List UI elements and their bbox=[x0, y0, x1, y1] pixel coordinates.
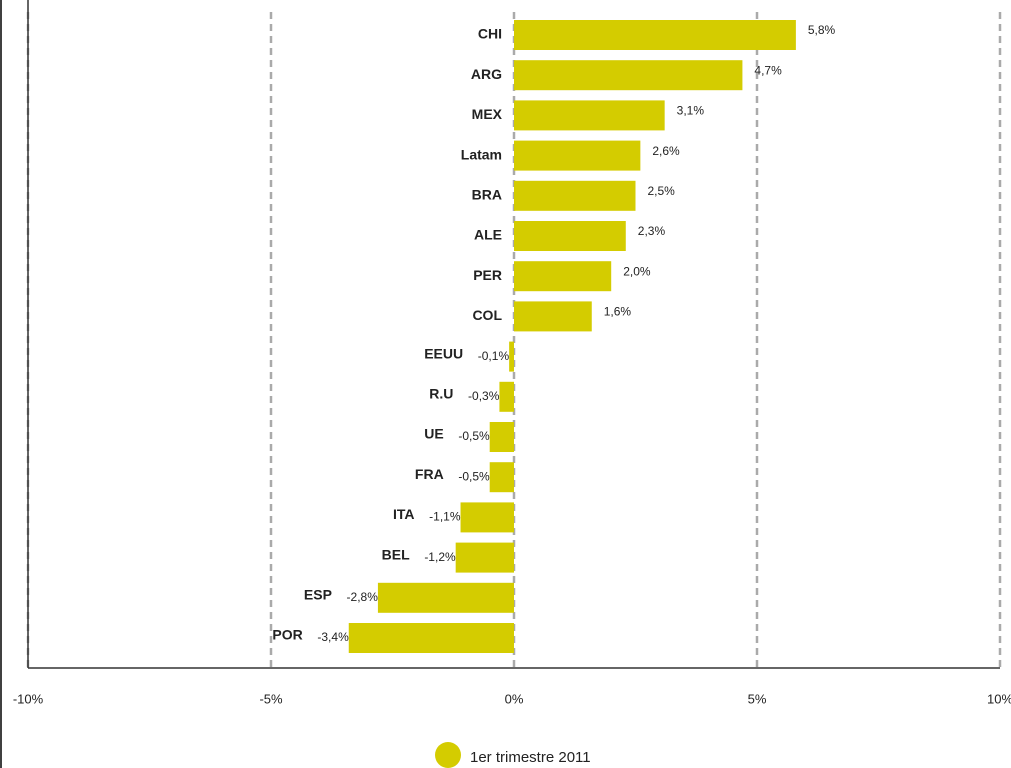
value-label: 2,6% bbox=[652, 144, 680, 158]
x-tick-label: -5% bbox=[259, 691, 283, 706]
value-label: -0,1% bbox=[478, 349, 510, 363]
bar bbox=[489, 422, 514, 452]
bar bbox=[489, 462, 514, 493]
value-label: 3,1% bbox=[677, 104, 705, 118]
category-label: BRA bbox=[472, 187, 502, 203]
bar bbox=[514, 20, 796, 50]
bar bbox=[514, 60, 743, 91]
bar bbox=[377, 582, 514, 613]
category-label: Latam bbox=[461, 146, 502, 162]
value-label: 2,0% bbox=[623, 264, 651, 278]
value-label: -1,1% bbox=[429, 510, 461, 524]
category-label: ARG bbox=[471, 66, 502, 82]
bar bbox=[514, 140, 641, 171]
bar bbox=[514, 180, 636, 211]
category-label: ESP bbox=[304, 587, 332, 603]
category-label: BEL bbox=[382, 546, 410, 562]
bar bbox=[514, 261, 612, 292]
bar bbox=[455, 542, 514, 573]
legend-swatch bbox=[435, 742, 461, 768]
value-label: 2,3% bbox=[638, 224, 666, 238]
category-label: CHI bbox=[478, 26, 502, 42]
value-label: 1,6% bbox=[604, 305, 632, 319]
value-label: -0,5% bbox=[458, 469, 490, 483]
category-label: PER bbox=[473, 267, 502, 283]
bar bbox=[509, 341, 514, 372]
category-label: UE bbox=[424, 426, 443, 442]
x-tick-label: 10% bbox=[987, 691, 1011, 706]
category-label: ITA bbox=[393, 506, 415, 522]
value-label: -0,3% bbox=[468, 389, 500, 403]
category-label: MEX bbox=[472, 106, 503, 122]
bar bbox=[499, 381, 514, 412]
category-label: COL bbox=[472, 307, 502, 323]
value-label: 4,7% bbox=[754, 63, 782, 77]
bar bbox=[348, 623, 514, 653]
x-tick-label: 5% bbox=[748, 691, 767, 706]
value-label: -1,2% bbox=[424, 550, 456, 564]
category-label: ALE bbox=[474, 227, 502, 243]
x-tick-label: -10% bbox=[13, 691, 44, 706]
value-label: 5,8% bbox=[808, 23, 836, 37]
category-label: EEUU bbox=[424, 345, 463, 361]
category-label: POR bbox=[272, 627, 302, 643]
bar bbox=[460, 502, 514, 533]
category-label: R.U bbox=[429, 386, 453, 402]
value-label: -3,4% bbox=[317, 630, 349, 644]
value-label: -2,8% bbox=[347, 590, 379, 604]
x-tick-label: 0% bbox=[505, 691, 524, 706]
bar bbox=[514, 301, 592, 332]
value-label: 2,5% bbox=[648, 184, 676, 198]
category-label: FRA bbox=[415, 466, 444, 482]
value-label: -0,5% bbox=[458, 429, 490, 443]
legend-label: 1er trimestre 2011 bbox=[470, 749, 591, 766]
bar bbox=[514, 100, 665, 131]
bar bbox=[514, 221, 626, 251]
